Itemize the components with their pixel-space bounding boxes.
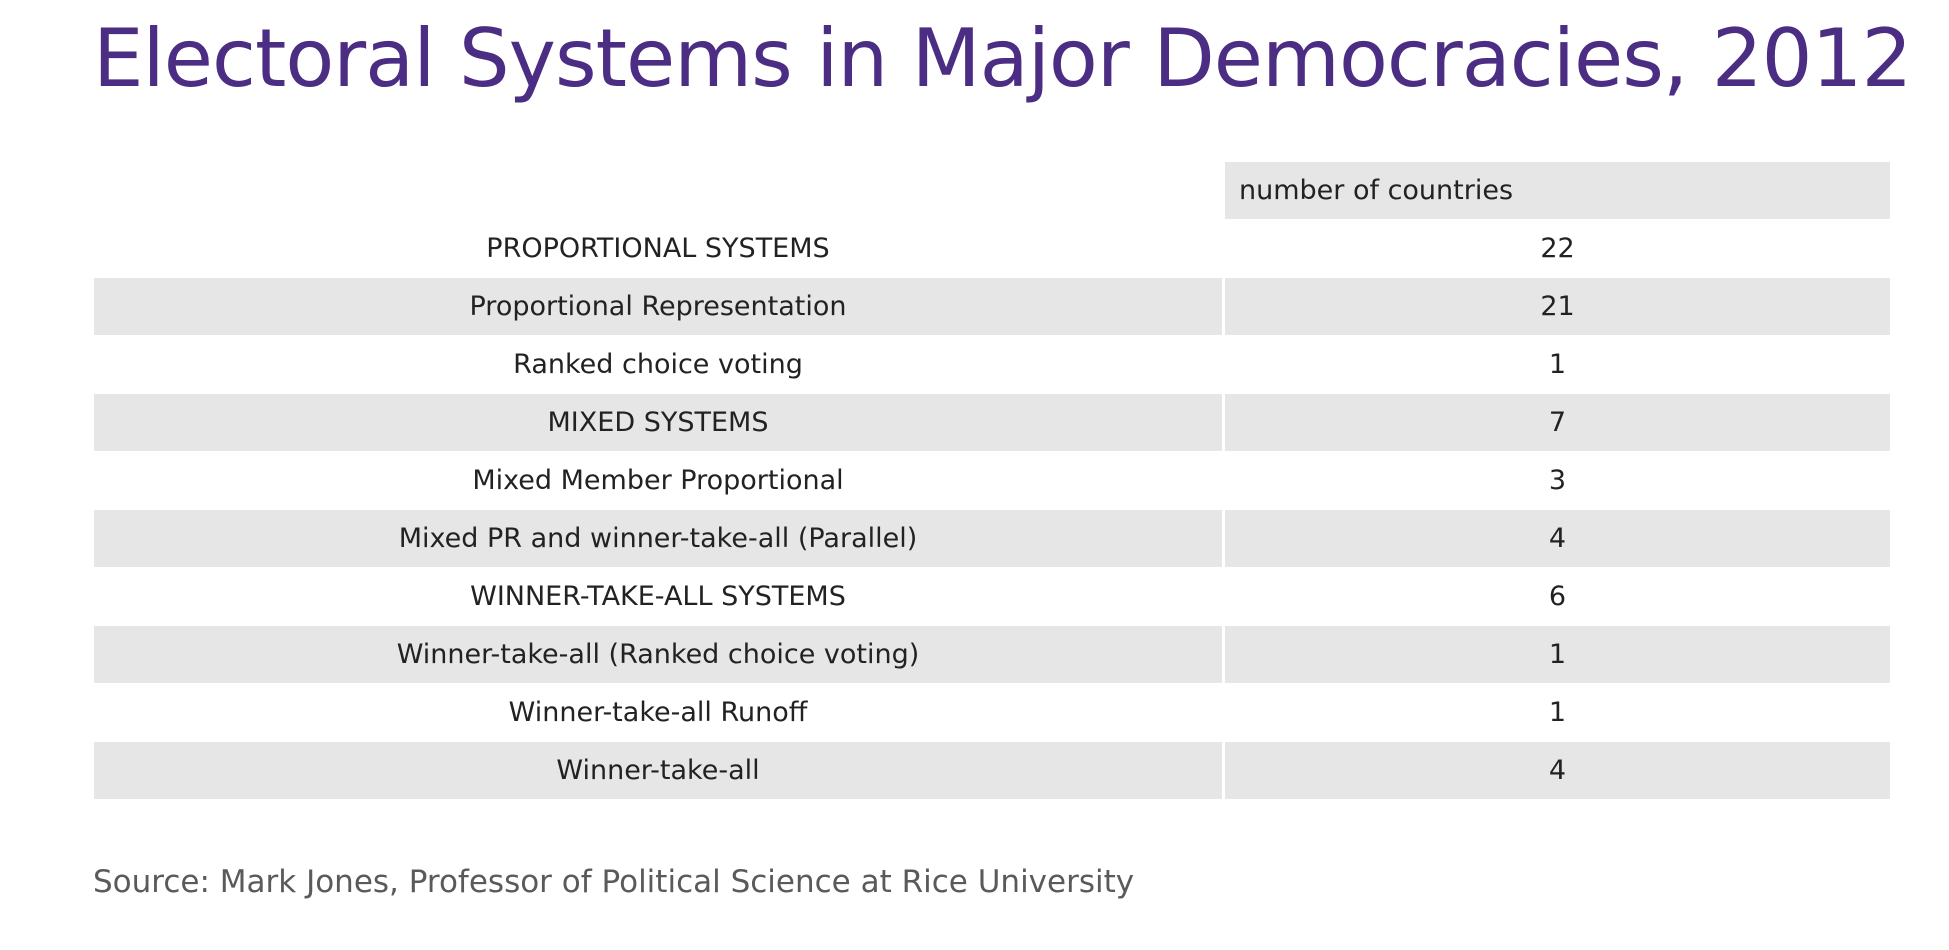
table-header-row: number of countries xyxy=(94,162,1890,219)
table-row: Mixed Member Proportional 3 xyxy=(94,452,1890,509)
row-label: Winner-take-all Runoff xyxy=(508,697,808,728)
row-value: 7 xyxy=(1225,394,1890,451)
table-row: Ranked choice voting 1 xyxy=(94,336,1890,393)
table-row: Winner-take-all (Ranked choice voting) 1 xyxy=(94,626,1890,683)
row-value: 1 xyxy=(1548,349,1567,380)
row-label: Mixed PR and winner-take-all (Parallel) xyxy=(94,510,1222,567)
row-label: Winner-take-all (Ranked choice voting) xyxy=(94,626,1222,683)
table-row: WINNER-TAKE-ALL SYSTEMS 6 xyxy=(94,568,1890,625)
row-label: Mixed Member Proportional xyxy=(472,465,844,496)
row-label: Proportional Representation xyxy=(94,278,1222,335)
table-row: Mixed PR and winner-take-all (Parallel) … xyxy=(94,510,1890,567)
row-value: 1 xyxy=(1548,697,1567,728)
row-value: 21 xyxy=(1225,278,1890,335)
row-value: 4 xyxy=(1225,742,1890,799)
row-label: Winner-take-all xyxy=(94,742,1222,799)
page-title: Electoral Systems in Major Democracies, … xyxy=(93,12,1912,105)
source-note: Source: Mark Jones, Professor of Politic… xyxy=(93,864,1135,900)
table-row: Proportional Representation 21 xyxy=(94,278,1890,335)
table-row: PROPORTIONAL SYSTEMS 22 xyxy=(94,220,1890,277)
table-row: MIXED SYSTEMS 7 xyxy=(94,394,1890,451)
row-label: MIXED SYSTEMS xyxy=(94,394,1222,451)
data-table: number of countries PROPORTIONAL SYSTEMS… xyxy=(94,162,1890,800)
row-value: 22 xyxy=(1540,233,1575,264)
row-value: 4 xyxy=(1225,510,1890,567)
row-value: 1 xyxy=(1225,626,1890,683)
column-header-label xyxy=(94,162,1222,219)
row-value: 3 xyxy=(1548,465,1567,496)
table-row: Winner-take-all 4 xyxy=(94,742,1890,799)
column-header-value: number of countries xyxy=(1225,162,1890,219)
row-label: PROPORTIONAL SYSTEMS xyxy=(486,233,830,264)
table-row: Winner-take-all Runoff 1 xyxy=(94,684,1890,741)
row-value: 6 xyxy=(1548,581,1567,612)
row-label: Ranked choice voting xyxy=(513,349,803,380)
row-label: WINNER-TAKE-ALL SYSTEMS xyxy=(470,581,846,612)
